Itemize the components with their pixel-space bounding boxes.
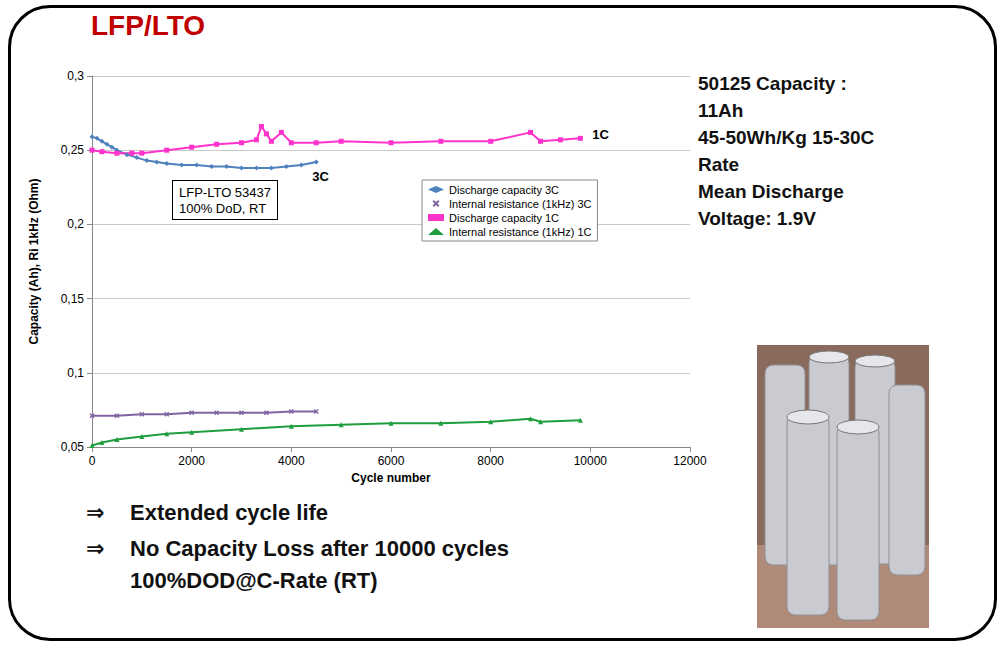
svg-text:8000: 8000 bbox=[477, 454, 504, 468]
svg-text:LFP-LTO 53437: LFP-LTO 53437 bbox=[179, 185, 271, 200]
html-text:Voltage: 1.9V: Voltage: 1.9V bbox=[698, 208, 816, 229]
svg-text:0,2: 0,2 bbox=[67, 217, 84, 231]
svg-text:4000: 4000 bbox=[278, 454, 305, 468]
html-text:11Ah: 11Ah bbox=[698, 100, 744, 121]
svg-text:Internal resistance (1kHz) 3C: Internal resistance (1kHz) 3C bbox=[449, 198, 591, 210]
svg-text:Discharge capacity 3C: Discharge capacity 3C bbox=[449, 184, 559, 196]
svg-text:0,05: 0,05 bbox=[61, 440, 85, 454]
svg-text:10000: 10000 bbox=[574, 454, 608, 468]
svg-text:Cycle number: Cycle number bbox=[351, 471, 431, 485]
svg-text:Internal resistance (1kHz) 1C: Internal resistance (1kHz) 1C bbox=[449, 226, 591, 238]
svg-text:12000: 12000 bbox=[673, 454, 707, 468]
svg-text:3C: 3C bbox=[312, 169, 329, 184]
html-text:Rate: Rate bbox=[698, 154, 740, 175]
svg-text:0: 0 bbox=[89, 454, 96, 468]
svg-text:Discharge capacity 1C: Discharge capacity 1C bbox=[449, 212, 559, 224]
svg-text:Capacity (Ah), Ri 1kHz (Ohm): Capacity (Ah), Ri 1kHz (Ohm) bbox=[27, 178, 41, 344]
html-text:Mean Discharge: Mean Discharge bbox=[698, 181, 844, 202]
svg-text:0,15: 0,15 bbox=[61, 292, 85, 306]
html-text:Extended cycle life: Extended cycle life bbox=[130, 500, 329, 525]
html-text:45-50Wh/Kg 15-30C: 45-50Wh/Kg 15-30C bbox=[698, 127, 875, 148]
svg-text:0,1: 0,1 bbox=[67, 366, 84, 380]
html-text:50125 Capacity :: 50125 Capacity : bbox=[698, 73, 847, 94]
svg-text:LFP/LTO: LFP/LTO bbox=[91, 10, 205, 41]
svg-text:2000: 2000 bbox=[178, 454, 205, 468]
svg-text:0,25: 0,25 bbox=[61, 143, 85, 157]
svg-text:6000: 6000 bbox=[378, 454, 405, 468]
svg-text:0,3: 0,3 bbox=[67, 69, 84, 83]
html-text:No Capacity Loss after 10000 c: No Capacity Loss after 10000 cycles 100%… bbox=[130, 536, 510, 593]
svg-text:1C: 1C bbox=[592, 127, 609, 142]
svg-text:100% DoD, RT: 100% DoD, RT bbox=[179, 201, 266, 216]
